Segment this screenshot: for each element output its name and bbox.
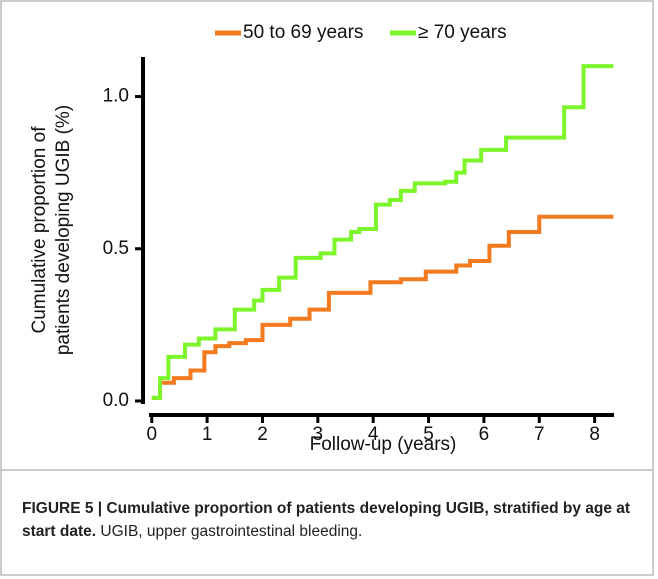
y-axis-label: Cumulative proportion of bbox=[29, 126, 50, 334]
x-tick-label: 8 bbox=[589, 424, 600, 445]
step-line bbox=[151, 214, 614, 400]
x-tick-label: 0 bbox=[146, 424, 157, 445]
x-tick-label: 6 bbox=[479, 424, 490, 445]
x-axis-label: Follow-up (years) bbox=[310, 434, 457, 455]
x-tick-label: 7 bbox=[534, 424, 545, 445]
y-tick-label: 0.0 bbox=[103, 390, 129, 411]
y-axis-label: patients developing UGIB (%) bbox=[53, 105, 74, 355]
caption-label: FIGURE 5 | Cumulative proportion of pati… bbox=[22, 500, 631, 540]
step-line bbox=[151, 64, 614, 400]
x-tick-label: 3 bbox=[313, 424, 324, 445]
x-tick-label: 2 bbox=[257, 424, 268, 445]
legend-label: 50 to 69 years bbox=[243, 22, 363, 43]
x-tick-label: 5 bbox=[423, 424, 434, 445]
caption-text: UGIB, upper gastrointestinal bleeding. bbox=[100, 523, 363, 540]
caption: FIGURE 5 | Cumulative proportion of pati… bbox=[22, 497, 642, 543]
y-tick-label: 1.0 bbox=[103, 86, 129, 107]
x-tick-label: 1 bbox=[202, 424, 213, 445]
legend-label: ≥ 70 years bbox=[418, 22, 507, 43]
y-tick-label: 0.5 bbox=[103, 238, 129, 259]
x-tick-label: 4 bbox=[368, 424, 379, 445]
